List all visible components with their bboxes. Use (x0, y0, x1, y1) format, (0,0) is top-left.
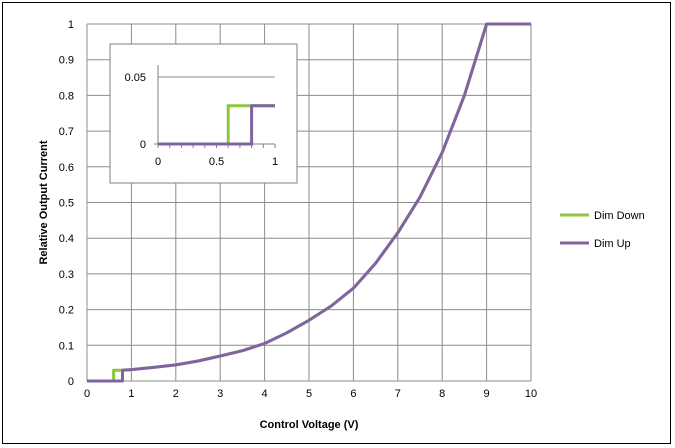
y-tick-label: 1 (68, 19, 74, 31)
inset-series-line-dim-up (158, 104, 275, 146)
y-tick-label: 0.3 (59, 269, 74, 281)
x-tick-label: 0 (84, 388, 90, 400)
x-tick-label: 10 (525, 388, 537, 400)
y-tick-label: 0.8 (59, 90, 74, 102)
inset-box (109, 43, 298, 184)
y-tick-label: 0.1 (59, 340, 74, 352)
x-tick-label: 7 (395, 388, 401, 400)
inset-y-tick-label: 0.05 (125, 72, 146, 84)
x-tick-label: 1 (128, 388, 134, 400)
y-axis-title: Relative Output Current (38, 140, 50, 264)
series-line-dim-up (87, 22, 531, 383)
inset-x-tick-label: 0.5 (209, 156, 224, 168)
x-tick-label: 2 (173, 388, 179, 400)
legend-label-dim-down: Dim Down (594, 210, 645, 222)
y-tick-label: 0.9 (59, 55, 74, 67)
y-tick-label: 0 (68, 376, 74, 388)
x-tick-label: 6 (350, 388, 356, 400)
y-tick-label: 0.7 (59, 126, 74, 138)
x-tick-label: 5 (306, 388, 312, 400)
y-tick-label: 0.5 (59, 198, 74, 210)
inset-x-tick-label: 0 (155, 156, 161, 168)
y-tick-label: 0.4 (59, 233, 74, 245)
x-tick-label: 9 (484, 388, 490, 400)
inset-x-tick-label: 1 (272, 156, 278, 168)
x-tick-label: 4 (262, 388, 268, 400)
legend-label-dim-up: Dim Up (594, 238, 631, 250)
x-tick-label: 3 (217, 388, 223, 400)
y-tick-label: 0.6 (59, 162, 74, 174)
y-tick-label: 0.2 (59, 305, 74, 317)
x-axis-title: Control Voltage (V) (260, 419, 359, 431)
inset-y-tick-label: 0 (140, 139, 146, 151)
x-tick-label: 8 (439, 388, 445, 400)
